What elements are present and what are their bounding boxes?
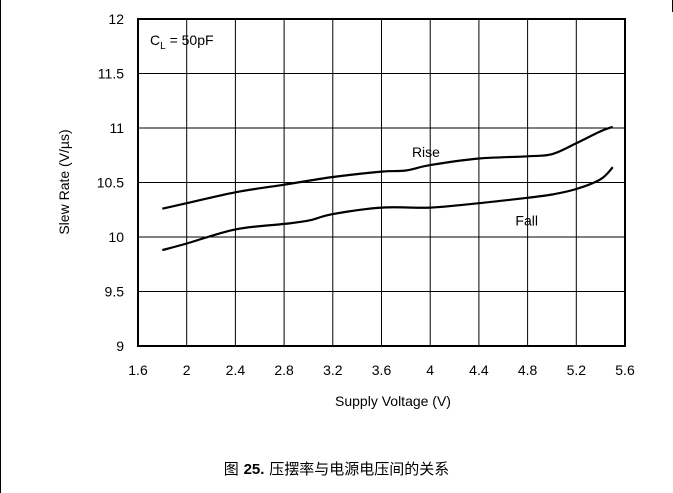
annotation-rest: = 50pF (166, 32, 214, 48)
x-axis-title: Supply Voltage (V) (335, 393, 451, 409)
x-tick-labels: 1.6 2 2.4 2.8 3.2 3.6 4 4.4 4.8 5.2 5.6 (128, 362, 635, 378)
x-tick-label: 1.6 (128, 362, 148, 378)
y-tick-label: 9.5 (105, 284, 125, 300)
x-tick-label: 4.4 (469, 362, 489, 378)
plot-area-border (137, 18, 626, 347)
caption-prefix: 图 (223, 460, 244, 478)
y-tick-label: 9 (116, 338, 124, 354)
x-tick-label: 3.6 (372, 362, 392, 378)
x-tick-label: 2 (183, 362, 191, 378)
x-tick-label: 5.6 (615, 362, 635, 378)
caption-text: 压摆率与电源电压间的关系 (264, 460, 450, 478)
series-label-fall: Fall (515, 213, 538, 229)
y-tick-label: 11.5 (98, 66, 124, 82)
series-labels: Rise Fall (412, 144, 538, 229)
x-tick-label: 4.8 (518, 362, 538, 378)
x-tick-label: 5.2 (567, 362, 587, 378)
load-capacitance-annotation: CL = 50pF (150, 32, 214, 52)
y-tick-label: 11 (109, 120, 124, 136)
x-tick-label: 2.8 (274, 362, 294, 378)
y-tick-labels: 9 9.5 10 10.5 11 11.5 12 (97, 11, 124, 354)
series-line-rise (162, 125, 614, 210)
left-border-line (0, 0, 1, 493)
y-tick-label: 10.5 (97, 175, 124, 191)
series-label-rise: Rise (412, 144, 440, 160)
y-axis-title: Slew Rate (V/µs) (56, 129, 72, 234)
x-tick-label: 4 (426, 362, 434, 378)
y-tick-label: 12 (108, 11, 124, 27)
annotation-main: C (150, 32, 160, 48)
y-tick-label: 10 (108, 229, 124, 245)
annotation-subscript: L (160, 41, 166, 52)
x-tick-label: 2.4 (226, 362, 246, 378)
grid-lines (137, 18, 626, 347)
x-tick-label: 3.2 (323, 362, 343, 378)
figure-caption: 图 25. 压摆率与电源电压间的关系 (0, 458, 673, 479)
series-line-fall (162, 166, 614, 252)
series-lines (162, 125, 614, 252)
caption-number: 25. (243, 461, 265, 478)
